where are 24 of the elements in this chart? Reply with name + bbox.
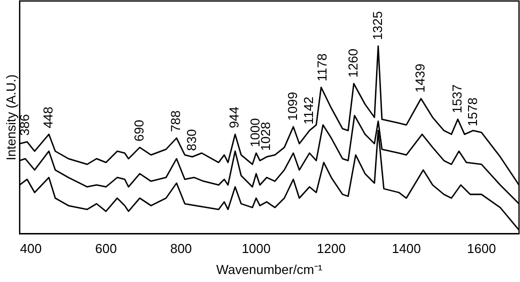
- x-tick-label: 800: [170, 241, 192, 256]
- annotation: 1439: [412, 64, 428, 93]
- x-tick-label: 1000: [242, 241, 271, 256]
- x-tick-label: 400: [20, 241, 42, 256]
- x-tick-label: 1200: [316, 241, 346, 256]
- x-tick-label: 1400: [392, 241, 421, 256]
- x-tick-label: 600: [95, 241, 117, 256]
- annotation: 1578: [464, 97, 480, 126]
- annotation: 1099: [284, 92, 300, 121]
- annotation: 448: [40, 106, 56, 128]
- y-axis-title: Intensity (A.U.): [3, 74, 18, 160]
- annotation: 1028: [258, 122, 274, 151]
- annotation: 944: [226, 106, 242, 128]
- annotation: 1537: [449, 84, 464, 114]
- annotation: 1260: [345, 48, 360, 78]
- x-axis-title: Wavenumber/cm⁻¹: [216, 262, 324, 277]
- annotation: 1325: [370, 11, 385, 40]
- annotation: 1142: [301, 96, 316, 125]
- annotation: 1178: [314, 53, 330, 82]
- annotation: 830: [184, 129, 199, 151]
- annotation: 788: [168, 110, 184, 132]
- x-tick-label: 1600: [466, 241, 496, 256]
- annotation: 690: [131, 120, 146, 142]
- annotation: 386: [17, 114, 32, 136]
